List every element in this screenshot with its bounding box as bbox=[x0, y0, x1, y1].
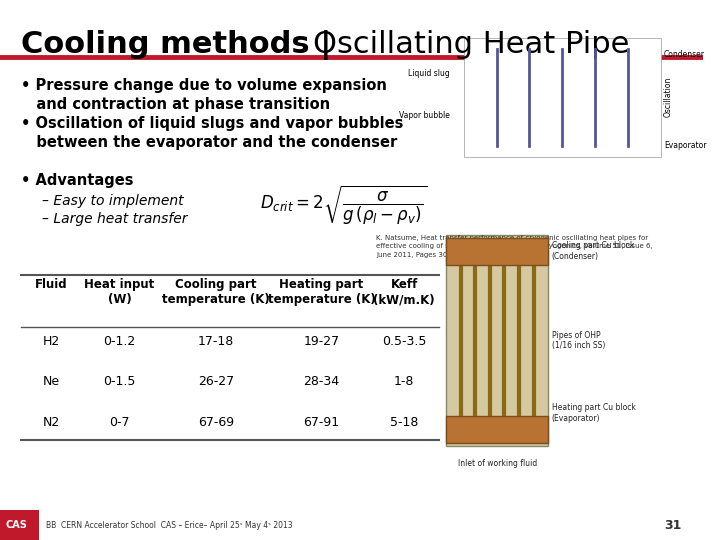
Text: • Advantages: • Advantages bbox=[21, 173, 134, 188]
Text: BB  CERN Accelerator School  CAS – Erice– April 25ˢ May 4ˢ 2013: BB CERN Accelerator School CAS – Erice– … bbox=[45, 521, 292, 530]
Text: Inlet of working fluid: Inlet of working fluid bbox=[457, 459, 537, 468]
Text: Oscillation: Oscillation bbox=[664, 77, 673, 117]
FancyBboxPatch shape bbox=[446, 416, 548, 443]
Text: 0-1.5: 0-1.5 bbox=[103, 375, 135, 388]
Text: Ne: Ne bbox=[42, 375, 60, 388]
Text: Fluid: Fluid bbox=[35, 278, 67, 291]
Text: Evaporator: Evaporator bbox=[664, 141, 706, 150]
Bar bbox=[0, 510, 39, 540]
Text: Cooling methods |: Cooling methods | bbox=[21, 30, 342, 60]
Text: CAS: CAS bbox=[6, 521, 27, 530]
Text: Keff
(kW/m.K): Keff (kW/m.K) bbox=[373, 278, 435, 306]
FancyBboxPatch shape bbox=[464, 38, 660, 157]
Text: • Pressure change due to volume expansion: • Pressure change due to volume expansio… bbox=[21, 78, 387, 93]
Text: Condenser: Condenser bbox=[664, 50, 705, 58]
Text: between the evaporator and the condenser: between the evaporator and the condenser bbox=[21, 135, 397, 150]
Text: 31: 31 bbox=[665, 519, 682, 532]
Text: – Easy to implement: – Easy to implement bbox=[42, 194, 184, 208]
Text: K. Natsume, Heat transfer performance of cryogenic oscillating heat pipes for
ef: K. Natsume, Heat transfer performance of… bbox=[376, 235, 653, 258]
Text: Liquid slug: Liquid slug bbox=[408, 69, 450, 78]
Text: 26-27: 26-27 bbox=[198, 375, 234, 388]
Text: Cooling part
temperature (K): Cooling part temperature (K) bbox=[162, 278, 270, 306]
Text: $D_{crit} = 2\sqrt{\dfrac{\sigma}{g\,(\rho_l - \rho_v)}}$: $D_{crit} = 2\sqrt{\dfrac{\sigma}{g\,(\r… bbox=[260, 184, 428, 227]
Text: Vapor bubble: Vapor bubble bbox=[399, 111, 450, 119]
Text: Cooling part Cu block
(Condenser): Cooling part Cu block (Condenser) bbox=[552, 241, 634, 261]
Text: Oscillating Heat Pipe: Oscillating Heat Pipe bbox=[312, 30, 629, 59]
Text: Heating part Cu block
(Evaporator): Heating part Cu block (Evaporator) bbox=[552, 403, 636, 423]
Text: 0-1.2: 0-1.2 bbox=[104, 335, 135, 348]
Text: 5-18: 5-18 bbox=[390, 416, 418, 429]
Text: • Oscillation of liquid slugs and vapor bubbles: • Oscillation of liquid slugs and vapor … bbox=[21, 116, 403, 131]
Text: 1-8: 1-8 bbox=[394, 375, 414, 388]
Text: – Large heat transfer: – Large heat transfer bbox=[42, 212, 188, 226]
Text: Pipes of OHP
(1/16 inch SS): Pipes of OHP (1/16 inch SS) bbox=[552, 330, 605, 350]
Text: 17-18: 17-18 bbox=[198, 335, 234, 348]
Text: Heating part
temperature (K): Heating part temperature (K) bbox=[268, 278, 375, 306]
Text: 19-27: 19-27 bbox=[303, 335, 340, 348]
Text: Heat input
(W): Heat input (W) bbox=[84, 278, 155, 306]
Text: and contraction at phase transition: and contraction at phase transition bbox=[21, 97, 330, 112]
Text: 28-34: 28-34 bbox=[303, 375, 340, 388]
Text: 0-7: 0-7 bbox=[109, 416, 130, 429]
FancyBboxPatch shape bbox=[446, 235, 548, 446]
Text: N2: N2 bbox=[42, 416, 60, 429]
FancyBboxPatch shape bbox=[446, 238, 548, 265]
Text: 67-91: 67-91 bbox=[303, 416, 340, 429]
Text: H2: H2 bbox=[42, 335, 60, 348]
Text: 0.5-3.5: 0.5-3.5 bbox=[382, 335, 426, 348]
Text: 67-69: 67-69 bbox=[198, 416, 234, 429]
